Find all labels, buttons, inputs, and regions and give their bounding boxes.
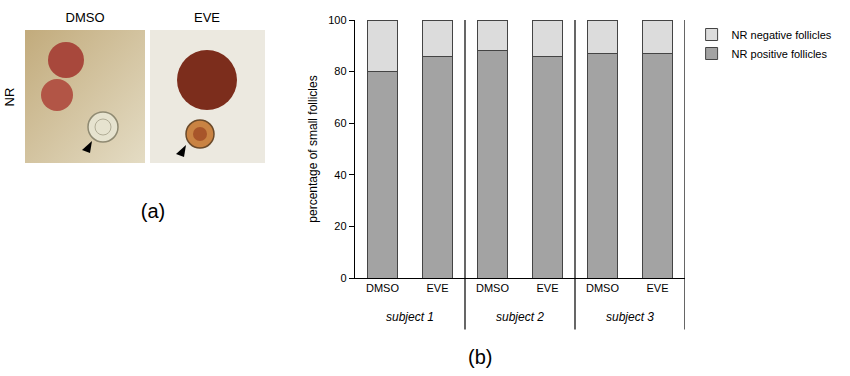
- svg-text:DMSO: DMSO: [586, 282, 619, 294]
- svg-text:percentage of small follicles: percentage of small follicles: [306, 75, 320, 222]
- svg-text:subject 3: subject 3: [606, 310, 654, 324]
- svg-text:60: 60: [334, 117, 346, 129]
- svg-text:EVE: EVE: [536, 282, 558, 294]
- svg-text:EVE: EVE: [646, 282, 668, 294]
- svg-text:0: 0: [340, 272, 346, 284]
- svg-text:DMSO: DMSO: [366, 282, 399, 294]
- svg-text:NR: NR: [2, 88, 17, 107]
- svg-text:DMSO: DMSO: [476, 282, 509, 294]
- svg-text:EVE: EVE: [194, 10, 220, 25]
- svg-text:20: 20: [334, 220, 346, 232]
- svg-text:subject 2: subject 2: [496, 310, 544, 324]
- svg-text:EVE: EVE: [426, 282, 448, 294]
- svg-text:subject 1: subject 1: [386, 310, 434, 324]
- svg-text:80: 80: [334, 65, 346, 77]
- svg-text:(b): (b): [468, 346, 492, 368]
- svg-text:(a): (a): [141, 200, 165, 222]
- svg-text:40: 40: [334, 169, 346, 181]
- svg-text:100: 100: [328, 14, 346, 26]
- svg-text:NR negative follicles: NR negative follicles: [732, 29, 832, 41]
- svg-text:DMSO: DMSO: [66, 10, 105, 25]
- svg-text:NR positive follicles: NR positive follicles: [732, 48, 828, 60]
